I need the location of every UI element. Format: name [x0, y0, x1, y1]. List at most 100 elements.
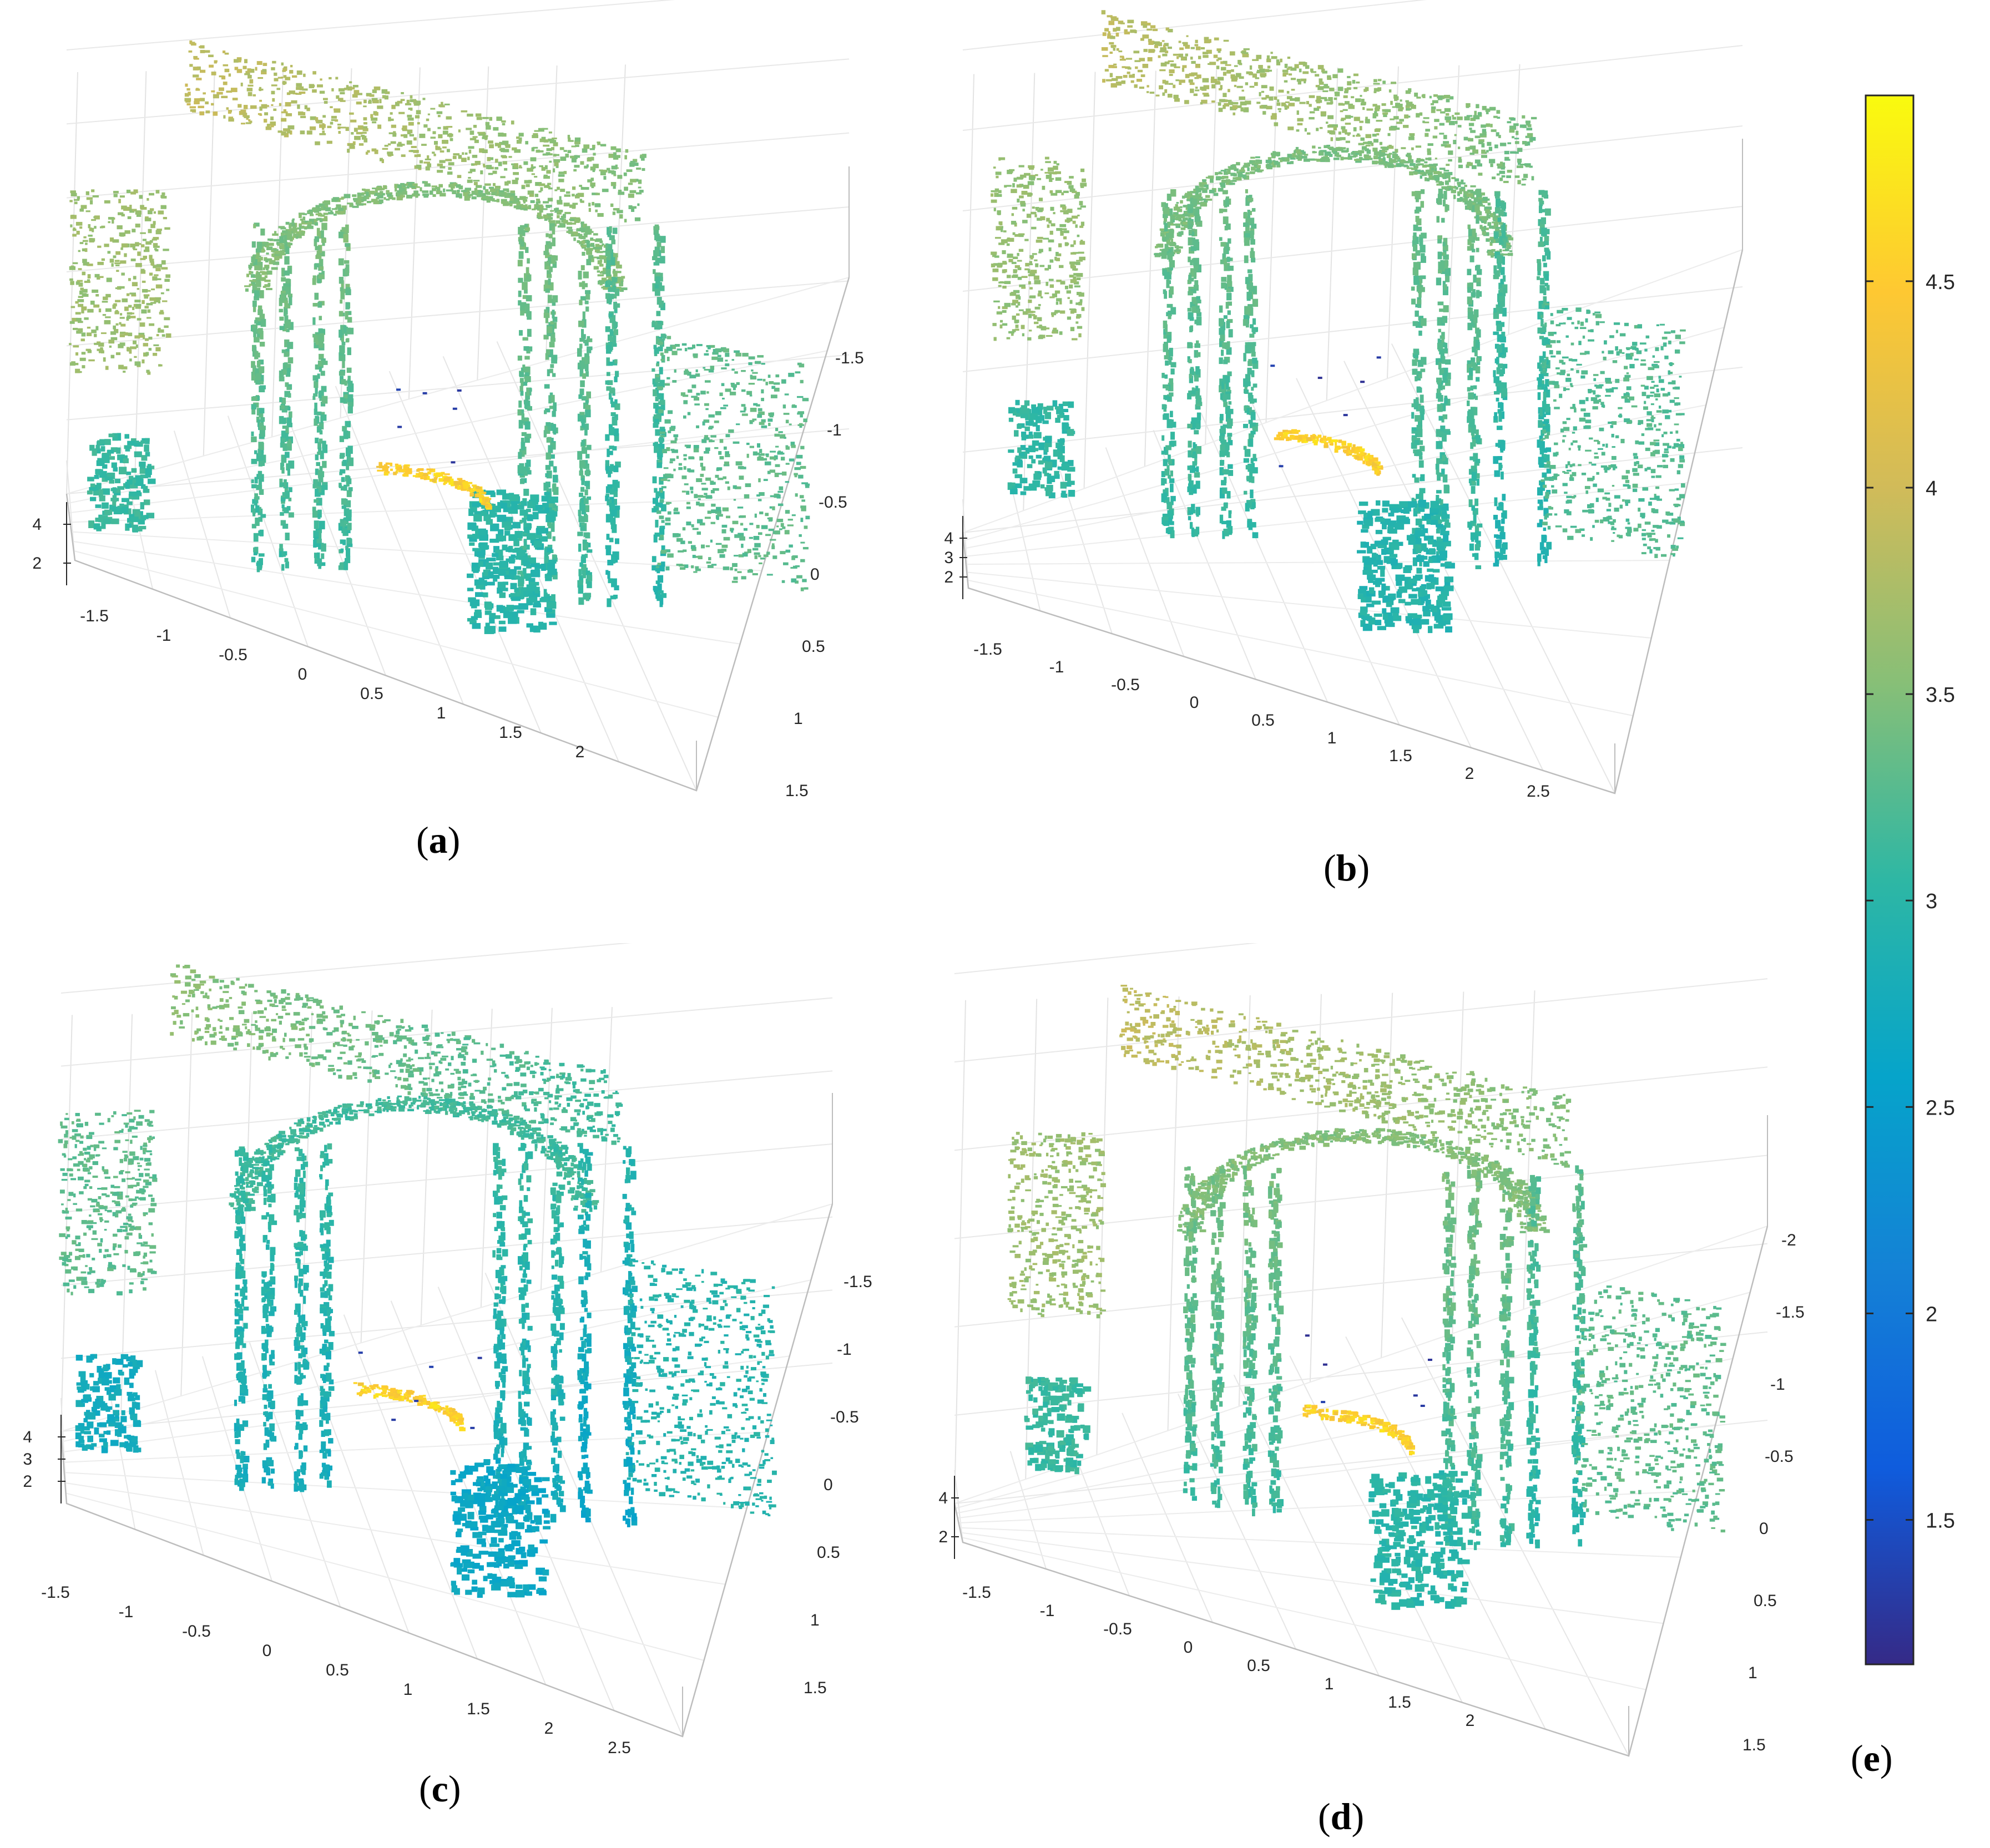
- point-cloud-point: [288, 512, 294, 518]
- point-cloud-point: [579, 300, 583, 306]
- point-cloud-point: [134, 356, 137, 358]
- point-cloud-point: [1168, 474, 1171, 479]
- point-cloud-point: [1224, 169, 1231, 171]
- point-cloud-point: [546, 170, 551, 174]
- point-cloud-point: [154, 298, 160, 303]
- point-cloud-point: [346, 367, 352, 373]
- point-cloud-point: [518, 550, 526, 556]
- point-cloud-point: [617, 210, 623, 214]
- point-cloud-point: [617, 264, 622, 269]
- point-cloud-point: [592, 193, 598, 195]
- point-cloud-point: [599, 240, 603, 244]
- point-cloud-point: [517, 610, 524, 614]
- point-cloud-point: [723, 464, 730, 467]
- point-cloud-point: [579, 388, 584, 396]
- point-cloud-point: [605, 493, 609, 498]
- point-cloud-point: [497, 587, 503, 594]
- point-cloud-point: [706, 391, 709, 394]
- point-cloud-point: [473, 487, 476, 490]
- point-cloud-point: [580, 525, 585, 531]
- point-cloud-point: [476, 585, 484, 589]
- grid-line: [967, 571, 1651, 639]
- point-cloud-point: [516, 140, 522, 144]
- point-cloud-point: [609, 287, 616, 292]
- point-cloud-point: [553, 430, 557, 435]
- point-cloud-point: [771, 545, 775, 549]
- point-cloud-point: [319, 203, 324, 207]
- point-cloud-point: [425, 166, 430, 171]
- point-cloud-point: [436, 190, 441, 195]
- point-cloud-point: [188, 92, 191, 96]
- point-cloud-point: [130, 517, 139, 523]
- point-cloud-point: [754, 555, 758, 559]
- point-cloud-point: [395, 463, 398, 466]
- point-cloud-point: [464, 188, 471, 191]
- point-cloud-point: [148, 229, 152, 234]
- point-cloud-point: [660, 402, 665, 411]
- point-cloud-point: [259, 366, 264, 373]
- point-cloud-point: [484, 603, 493, 610]
- point-cloud-point: [390, 462, 393, 467]
- point-cloud-point: [597, 141, 601, 145]
- point-cloud-point: [585, 404, 591, 410]
- point-cloud-point: [356, 102, 362, 105]
- point-cloud-point: [1190, 191, 1196, 194]
- point-cloud-point: [691, 396, 698, 398]
- point-cloud-point: [452, 191, 456, 194]
- point-cloud-point: [595, 209, 598, 212]
- point-cloud-point: [384, 89, 387, 94]
- point-cloud-point: [614, 371, 619, 377]
- point-cloud-point: [776, 519, 784, 523]
- point-cloud-point: [280, 227, 286, 230]
- point-cloud-point: [90, 483, 95, 490]
- point-cloud-point: [737, 571, 742, 573]
- point-cloud-point: [527, 190, 534, 195]
- point-cloud-point: [397, 193, 403, 198]
- point-cloud-point: [285, 229, 291, 231]
- point-cloud-point: [145, 216, 149, 219]
- point-cloud-point: [353, 128, 358, 132]
- point-cloud-point: [469, 536, 477, 542]
- point-cloud-point: [612, 479, 618, 488]
- point-cloud-point: [550, 504, 557, 508]
- point-cloud-point: [605, 460, 610, 469]
- point-cloud-point: [640, 154, 644, 156]
- point-cloud-point: [114, 260, 120, 262]
- point-cloud-point: [467, 482, 473, 484]
- point-cloud-point: [701, 466, 706, 471]
- point-cloud-point: [315, 489, 321, 497]
- point-cloud-point: [257, 450, 261, 458]
- point-cloud-point: [248, 75, 252, 79]
- point-cloud-point: [1175, 204, 1178, 208]
- point-cloud-point: [376, 465, 382, 468]
- point-cloud-point: [511, 596, 521, 601]
- point-cloud-point: [91, 329, 97, 333]
- point-cloud-point: [482, 149, 488, 154]
- point-cloud-point: [1165, 360, 1169, 366]
- point-cloud-point: [314, 342, 320, 348]
- point-cloud-point: [1457, 193, 1461, 196]
- point-cloud-point: [115, 323, 119, 326]
- point-cloud-point: [280, 497, 286, 502]
- point-cloud-point: [1276, 164, 1281, 168]
- point-cloud-point: [1341, 147, 1346, 150]
- point-cloud-point: [94, 474, 99, 479]
- point-cloud-point: [545, 574, 552, 581]
- point-cloud-point: [802, 546, 809, 550]
- point-cloud-point: [607, 598, 612, 607]
- point-cloud-point: [260, 426, 266, 431]
- point-cloud-point: [757, 414, 762, 418]
- point-cloud-point: [372, 121, 377, 124]
- point-cloud-point: [521, 205, 528, 209]
- point-cloud-point: [1205, 176, 1210, 179]
- point-cloud-point: [365, 151, 368, 155]
- point-cloud-point: [704, 435, 709, 439]
- point-cloud-point: [320, 214, 325, 217]
- point-cloud-point: [705, 408, 709, 411]
- point-cloud-point: [598, 280, 605, 285]
- point-cloud-point: [245, 122, 251, 124]
- point-cloud-point: [194, 58, 199, 60]
- point-cloud-point: [1384, 164, 1387, 168]
- point-cloud-point: [776, 525, 779, 528]
- point-cloud-point: [484, 183, 491, 186]
